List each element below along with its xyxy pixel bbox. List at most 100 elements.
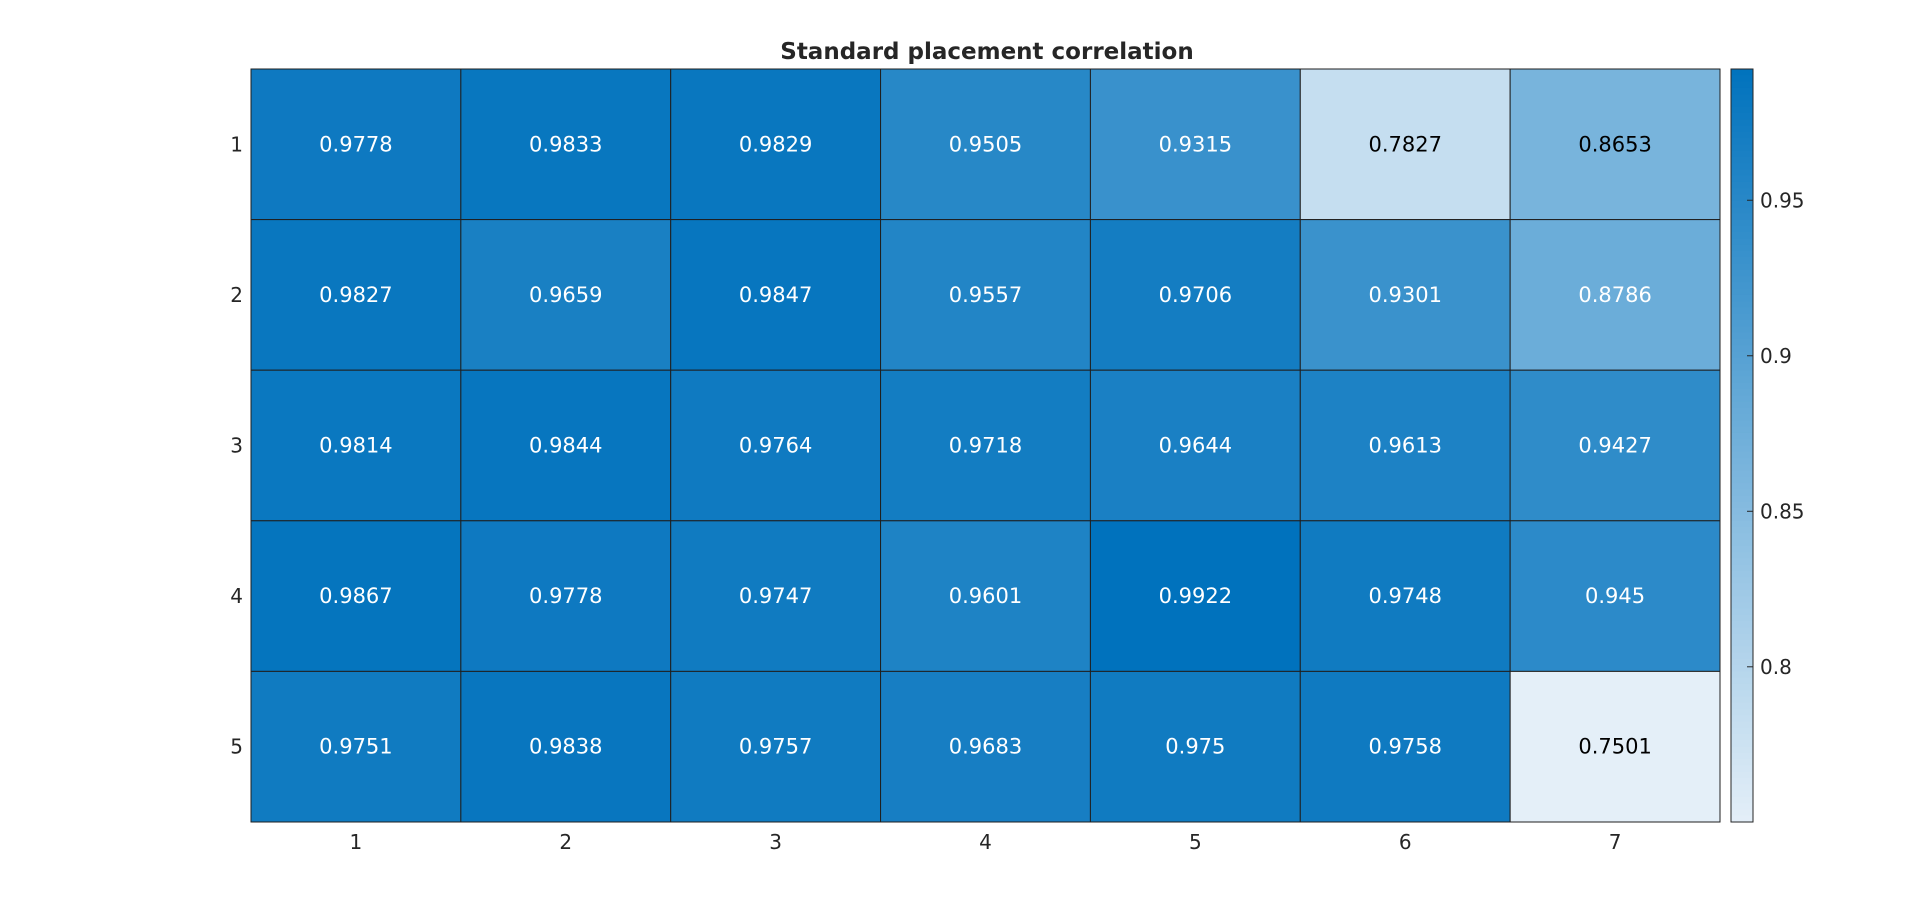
x-tick-label: 4	[979, 830, 992, 854]
cell-value-label: 0.7827	[1368, 132, 1441, 156]
colorbar-segment	[1731, 395, 1753, 403]
colorbar-segment	[1731, 326, 1753, 334]
colorbar-segment	[1731, 181, 1753, 189]
colorbar-segment	[1731, 439, 1753, 447]
cell-value-label: 0.9827	[319, 283, 392, 307]
cell-value-label: 0.9718	[949, 434, 1022, 458]
colorbar-segment	[1731, 702, 1753, 710]
cell-value-label: 0.9764	[739, 434, 812, 458]
colorbar-segment	[1731, 790, 1753, 798]
cell-value-label: 0.9867	[319, 584, 392, 608]
heatmap-cell	[1509, 219, 1721, 371]
colorbar-segment	[1731, 734, 1753, 742]
colorbar-segment	[1731, 709, 1753, 716]
colorbar-segment	[1731, 815, 1753, 823]
colorbar: 0.8 0.85 0.9 0.95	[1730, 68, 1805, 823]
cell-value-label: 0.975	[1165, 735, 1225, 759]
colorbar-segment	[1731, 426, 1753, 434]
colorbar-segment	[1731, 282, 1753, 290]
colorbar-segment	[1731, 489, 1753, 497]
heatmap-cell	[1089, 369, 1301, 522]
heatmap-cell	[880, 68, 1091, 221]
colorbar-segment	[1731, 740, 1753, 748]
x-tick-label: 3	[769, 830, 782, 854]
heatmap-cell	[670, 219, 882, 371]
heatmap-cell	[1299, 670, 1511, 823]
colorbar-segment	[1731, 269, 1753, 277]
colorbar-segment	[1731, 363, 1753, 371]
heatmap-cell	[250, 670, 462, 823]
heatmap-cells	[250, 68, 1721, 823]
heatmap-cell	[880, 369, 1091, 522]
heatmap-cell	[460, 369, 672, 522]
x-tick-label: 6	[1399, 830, 1412, 854]
colorbar-frame	[1730, 68, 1754, 823]
colorbar-segment	[1731, 658, 1753, 666]
y-tick-label: 5	[230, 735, 243, 759]
colorbar-segment	[1731, 483, 1753, 491]
colorbar-segment	[1731, 288, 1753, 296]
cell-value-label: 0.7501	[1578, 735, 1651, 759]
colorbar-segment	[1731, 213, 1753, 221]
heatmap-cell	[1299, 369, 1511, 522]
heatmap-cell	[1509, 68, 1721, 221]
colorbar-segment	[1731, 69, 1753, 76]
cell-value-label: 0.9613	[1368, 434, 1441, 458]
cell-value-label: 0.9557	[949, 283, 1022, 307]
colorbar-segment	[1731, 320, 1753, 327]
colorbar-segment	[1731, 207, 1753, 214]
colorbar-segment	[1731, 520, 1753, 528]
x-tick-label: 1	[350, 830, 363, 854]
cell-labels: 0.9778 0.9833 0.9829 0.9505 0.9315 0.7827 0.86…	[319, 132, 1652, 758]
colorbar-segment	[1731, 87, 1753, 95]
colorbar-segment	[1731, 169, 1753, 177]
colorbar-segment	[1731, 589, 1753, 597]
colorbar-segment	[1731, 401, 1753, 409]
colorbar-segment	[1731, 640, 1753, 647]
colorbar-segment	[1731, 150, 1753, 158]
colorbar-segment	[1731, 100, 1753, 108]
cell-value-label: 0.9847	[739, 283, 812, 307]
colorbar-segment	[1731, 690, 1753, 698]
colorbar-segment	[1731, 577, 1753, 585]
colorbar-segment	[1731, 778, 1753, 785]
colorbar-segment	[1731, 200, 1753, 208]
heatmap-cell	[1299, 520, 1511, 672]
colorbar-segment	[1731, 144, 1753, 152]
cell-value-label: 0.9659	[529, 283, 602, 307]
cell-value-label: 0.9829	[739, 132, 812, 156]
colorbar-segment	[1731, 382, 1753, 390]
colorbar-segment	[1731, 721, 1753, 729]
colorbar-segment	[1731, 451, 1753, 459]
colorbar-segment	[1731, 257, 1753, 265]
colorbar-segment	[1731, 596, 1753, 603]
cell-value-label: 0.9844	[529, 434, 602, 458]
colorbar-segment	[1731, 219, 1753, 227]
colorbar-segment	[1731, 163, 1753, 170]
colorbar-segment	[1731, 119, 1753, 127]
colorbar-tick-label: 0.8	[1760, 655, 1792, 679]
heatmap-cell	[670, 68, 882, 221]
colorbar-segment	[1731, 545, 1753, 553]
colorbar-segment	[1731, 370, 1753, 378]
y-tick-label: 1	[230, 132, 243, 156]
cell-value-label: 0.9683	[949, 735, 1022, 759]
heatmap-cell	[250, 369, 462, 522]
colorbar-segment	[1731, 803, 1753, 811]
colorbar-segment	[1731, 784, 1753, 792]
colorbar-segment	[1731, 671, 1753, 679]
colorbar-segment	[1731, 238, 1753, 246]
cell-value-label: 0.9505	[949, 132, 1022, 156]
heatmap-cell	[670, 369, 882, 522]
colorbar-segment	[1731, 464, 1753, 472]
colorbar-segment	[1731, 389, 1753, 396]
heatmap-cell	[880, 520, 1091, 672]
colorbar-segment	[1731, 313, 1753, 321]
heatmap-cell	[1299, 219, 1511, 371]
colorbar-segment	[1731, 420, 1753, 428]
colorbar-segment	[1731, 583, 1753, 591]
y-tick-label: 3	[230, 434, 243, 458]
colorbar-segment	[1731, 194, 1753, 202]
colorbar-segment	[1731, 571, 1753, 578]
